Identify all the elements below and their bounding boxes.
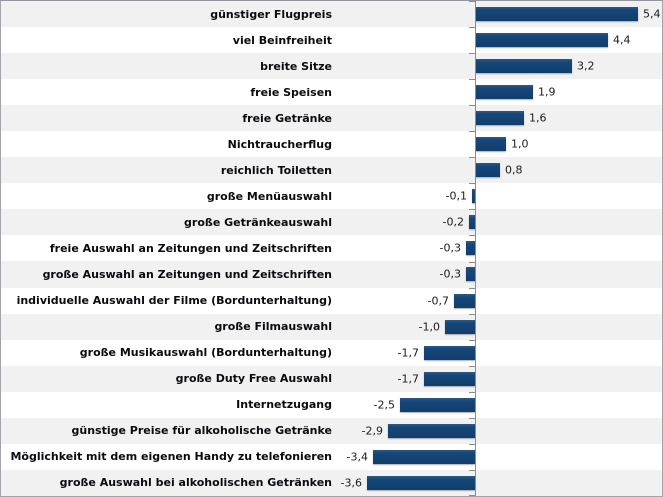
chart-row: große Auswahl an Zeitungen und Zeitschri… [1, 261, 662, 288]
bar [466, 241, 475, 256]
category-label: Möglichkeit mit dem eigenen Handy zu tel… [10, 450, 332, 464]
bar [476, 137, 506, 152]
category-label: große Auswahl an Zeitungen und Zeitschri… [42, 267, 332, 281]
bar [454, 293, 475, 308]
category-label: große Getränkeauswahl [184, 215, 332, 229]
chart-row: freie Speisen 1,9 [1, 79, 662, 106]
value-label: -3,4 [346, 450, 368, 464]
chart-row: große Musikauswahl (Bordunterhaltung) -1,… [1, 339, 662, 366]
bar [469, 215, 475, 230]
value-label: 4,4 [613, 33, 631, 47]
category-label: große Duty Free Auswahl [175, 372, 332, 386]
bar [388, 423, 475, 438]
category-label: Nichtraucherflug [227, 137, 332, 151]
value-label: -1,0 [418, 320, 440, 334]
chart-row: breite Sitze 3,2 [1, 53, 662, 80]
bar [445, 319, 475, 334]
bar [466, 267, 475, 282]
value-label: -0,3 [439, 267, 461, 281]
chart-row: Möglichkeit mit dem eigenen Handy zu tel… [1, 443, 662, 470]
category-label: viel Beinfreiheit [232, 33, 332, 47]
chart-row: günstiger Flugpreis 5,4 [1, 1, 662, 28]
category-label: freie Auswahl an Zeitungen und Zeitschri… [49, 241, 332, 255]
chart-row: freie Getränke 1,6 [1, 105, 662, 132]
value-label: -0,1 [445, 189, 467, 203]
category-label: große Filmauswahl [214, 320, 332, 334]
value-label: 5,4 [643, 7, 661, 21]
chart-row: Internetzugang -2,5 [1, 391, 662, 418]
bar [476, 33, 608, 48]
category-label: individuelle Auswahl der Filme (Bordunte… [16, 294, 332, 308]
bar [476, 59, 572, 74]
category-label: reichlich Toiletten [220, 163, 332, 177]
chart-row: Nichtraucherflug 1,0 [1, 131, 662, 158]
chart-row: große Auswahl bei alkoholischen Getränke… [1, 469, 662, 496]
category-label: breite Sitze [260, 59, 332, 73]
value-label: -0,7 [427, 294, 449, 308]
category-label: freie Speisen [250, 85, 332, 99]
category-label: günstige Preise für alkoholische Getränk… [71, 424, 333, 438]
category-label: große Musikauswahl (Bordunterhaltung) [79, 346, 332, 360]
bar [476, 7, 638, 22]
value-label: -3,6 [340, 476, 362, 490]
bar [424, 371, 475, 386]
value-label: -2,9 [361, 424, 383, 438]
chart-row: viel Beinfreiheit 4,4 [1, 27, 662, 54]
category-label: Internetzugang [236, 398, 332, 412]
bar [476, 85, 533, 100]
value-label: -2,5 [373, 398, 395, 412]
value-label: 3,2 [577, 59, 595, 73]
bar [476, 163, 500, 178]
value-label: 1,9 [538, 85, 556, 99]
chart-row: freie Auswahl an Zeitungen und Zeitschri… [1, 235, 662, 262]
value-label: 1,6 [529, 111, 547, 125]
chart-row: große Duty Free Auswahl -1,7 [1, 365, 662, 392]
bar [400, 397, 475, 412]
value-label: -0,3 [439, 241, 461, 255]
category-label: große Auswahl bei alkoholischen Getränke… [59, 476, 332, 490]
chart-row: individuelle Auswahl der Filme (Bordunte… [1, 287, 662, 314]
bar [424, 345, 475, 360]
bar [472, 189, 475, 204]
value-label: 0,8 [505, 163, 523, 177]
category-label: freie Getränke [242, 111, 332, 125]
category-label: günstiger Flugpreis [210, 7, 332, 21]
chart-row: große Getränkeauswahl -0,2 [1, 209, 662, 236]
category-label: große Menüauswahl [206, 189, 332, 203]
value-label: -1,7 [397, 346, 419, 360]
chart-row: große Menüauswahl -0,1 [1, 183, 662, 210]
bar [367, 475, 475, 490]
chart-row: günstige Preise für alkoholische Getränk… [1, 417, 662, 444]
value-label: 1,0 [511, 137, 529, 151]
chart-row: große Filmauswahl -1,0 [1, 313, 662, 340]
bar [476, 111, 524, 126]
chart-row: reichlich Toiletten 0,8 [1, 157, 662, 184]
bar [373, 449, 475, 464]
value-label: -1,7 [397, 372, 419, 386]
value-label: -0,2 [442, 215, 464, 229]
